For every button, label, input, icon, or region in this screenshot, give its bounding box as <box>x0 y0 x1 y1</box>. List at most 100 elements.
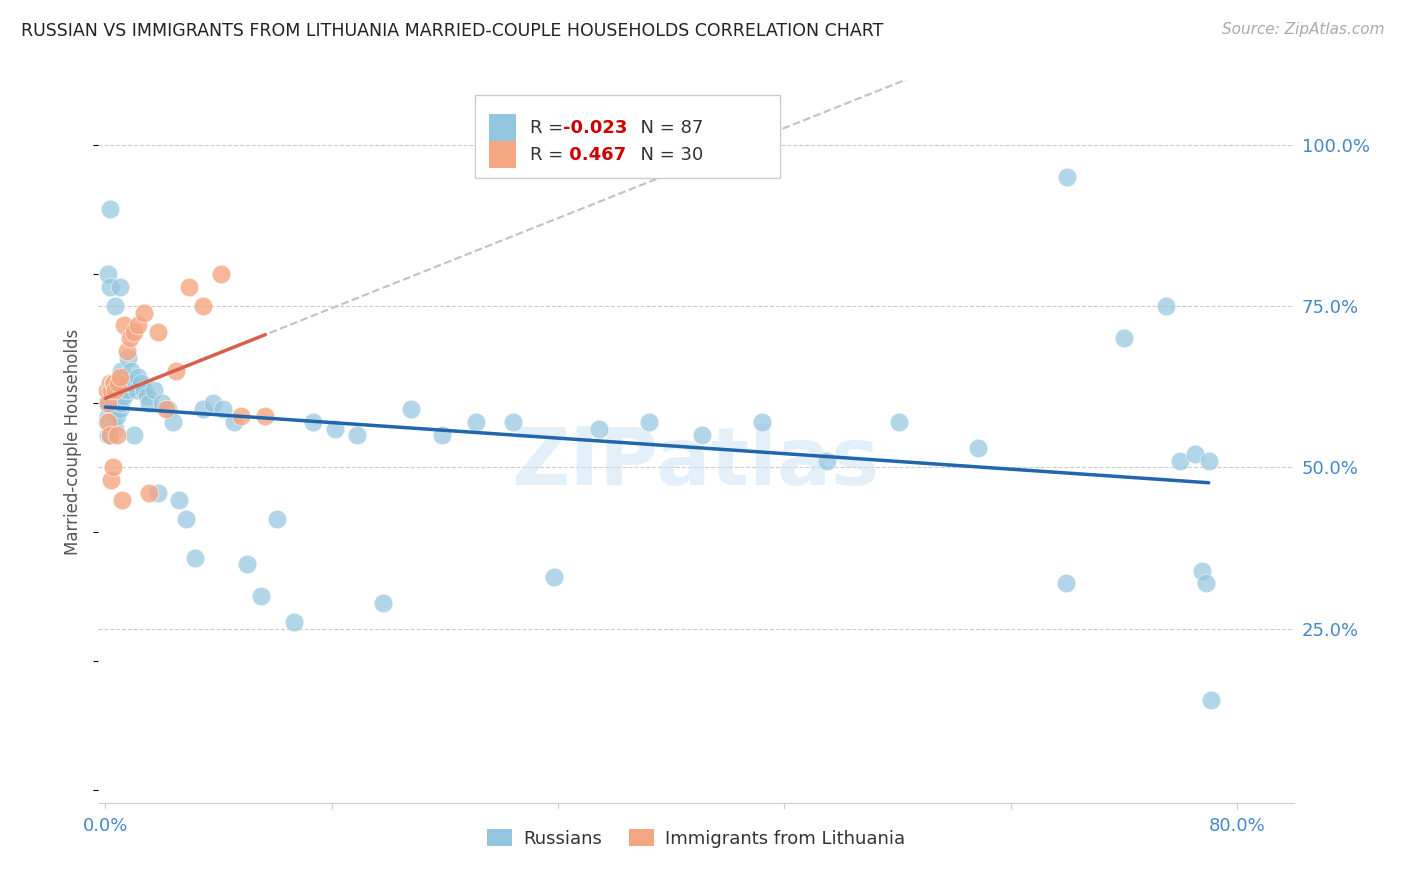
Point <box>502 415 524 429</box>
Point <box>97 415 120 429</box>
Point <box>115 344 138 359</box>
Point <box>1154 299 1177 313</box>
Point <box>111 492 134 507</box>
Point <box>1170 454 1192 468</box>
Text: N = 30: N = 30 <box>628 145 703 163</box>
Point <box>115 383 138 397</box>
FancyBboxPatch shape <box>475 95 780 178</box>
Point <box>815 454 838 468</box>
Point <box>254 409 277 423</box>
Point <box>107 376 129 391</box>
Point <box>165 363 187 377</box>
Point <box>118 331 141 345</box>
Text: R =: R = <box>530 145 569 163</box>
Point <box>751 415 773 429</box>
Point <box>135 389 157 403</box>
Point <box>105 409 128 423</box>
Text: -0.023: -0.023 <box>564 119 627 137</box>
Point <box>98 202 121 217</box>
Text: ZIPatlas: ZIPatlas <box>512 425 880 502</box>
Point <box>127 370 149 384</box>
Point <box>103 376 125 391</box>
Point <box>212 402 235 417</box>
Point <box>543 570 565 584</box>
Point <box>120 363 142 377</box>
Point <box>110 396 132 410</box>
Text: 0.467: 0.467 <box>564 145 627 163</box>
Point <box>112 389 135 403</box>
Point <box>138 396 160 410</box>
Point <box>97 409 120 423</box>
Point <box>103 376 125 391</box>
Point <box>132 383 155 397</box>
Point <box>250 590 273 604</box>
Point <box>1195 576 1218 591</box>
Point <box>118 376 141 391</box>
Point <box>117 351 139 365</box>
Bar <box>489 141 516 169</box>
Point <box>97 396 120 410</box>
Point <box>100 389 122 403</box>
Point <box>231 409 253 423</box>
Point <box>887 415 910 429</box>
Point <box>97 267 120 281</box>
Point <box>108 370 131 384</box>
Point <box>100 383 122 397</box>
Point <box>96 396 118 410</box>
Bar <box>489 114 516 142</box>
Point <box>155 402 177 417</box>
Point <box>98 428 121 442</box>
Point <box>96 383 118 397</box>
Point <box>98 279 121 293</box>
Point <box>105 428 128 442</box>
Point <box>138 486 160 500</box>
Point <box>183 550 205 565</box>
Point <box>177 279 200 293</box>
Point <box>101 383 124 397</box>
Point <box>142 383 165 397</box>
Point <box>588 422 610 436</box>
Point <box>108 279 131 293</box>
Point <box>1112 331 1135 345</box>
Point <box>114 376 136 391</box>
Point <box>162 415 184 429</box>
Point <box>112 370 135 384</box>
Point <box>1198 454 1220 468</box>
Point <box>191 299 214 313</box>
Point <box>150 396 173 410</box>
Point <box>121 376 143 391</box>
Point <box>399 402 422 417</box>
Point <box>103 409 125 423</box>
Point <box>110 363 132 377</box>
Point <box>122 325 145 339</box>
Point <box>132 305 155 319</box>
Point <box>100 473 122 487</box>
Point <box>1191 564 1213 578</box>
Point <box>323 422 346 436</box>
Point <box>302 415 325 429</box>
Point <box>98 396 121 410</box>
Point <box>111 383 134 397</box>
Point <box>430 428 453 442</box>
Point <box>108 402 131 417</box>
Point <box>236 557 259 571</box>
Legend: Russians, Immigrants from Lithuania: Russians, Immigrants from Lithuania <box>479 822 912 855</box>
Point <box>167 492 190 507</box>
Point <box>96 415 118 429</box>
Point <box>129 376 152 391</box>
Point <box>98 376 121 391</box>
Point <box>127 318 149 333</box>
Point <box>371 596 394 610</box>
Text: N = 87: N = 87 <box>628 119 703 137</box>
Text: RUSSIAN VS IMMIGRANTS FROM LITHUANIA MARRIED-COUPLE HOUSEHOLDS CORRELATION CHART: RUSSIAN VS IMMIGRANTS FROM LITHUANIA MAR… <box>21 22 883 40</box>
Point <box>125 383 148 397</box>
Point <box>191 402 214 417</box>
Point <box>100 409 122 423</box>
Point <box>266 512 288 526</box>
Point <box>1201 692 1223 706</box>
Point <box>1184 447 1206 461</box>
Point <box>104 383 127 397</box>
Point <box>107 376 129 391</box>
Point <box>104 383 127 397</box>
Point <box>1054 576 1077 591</box>
